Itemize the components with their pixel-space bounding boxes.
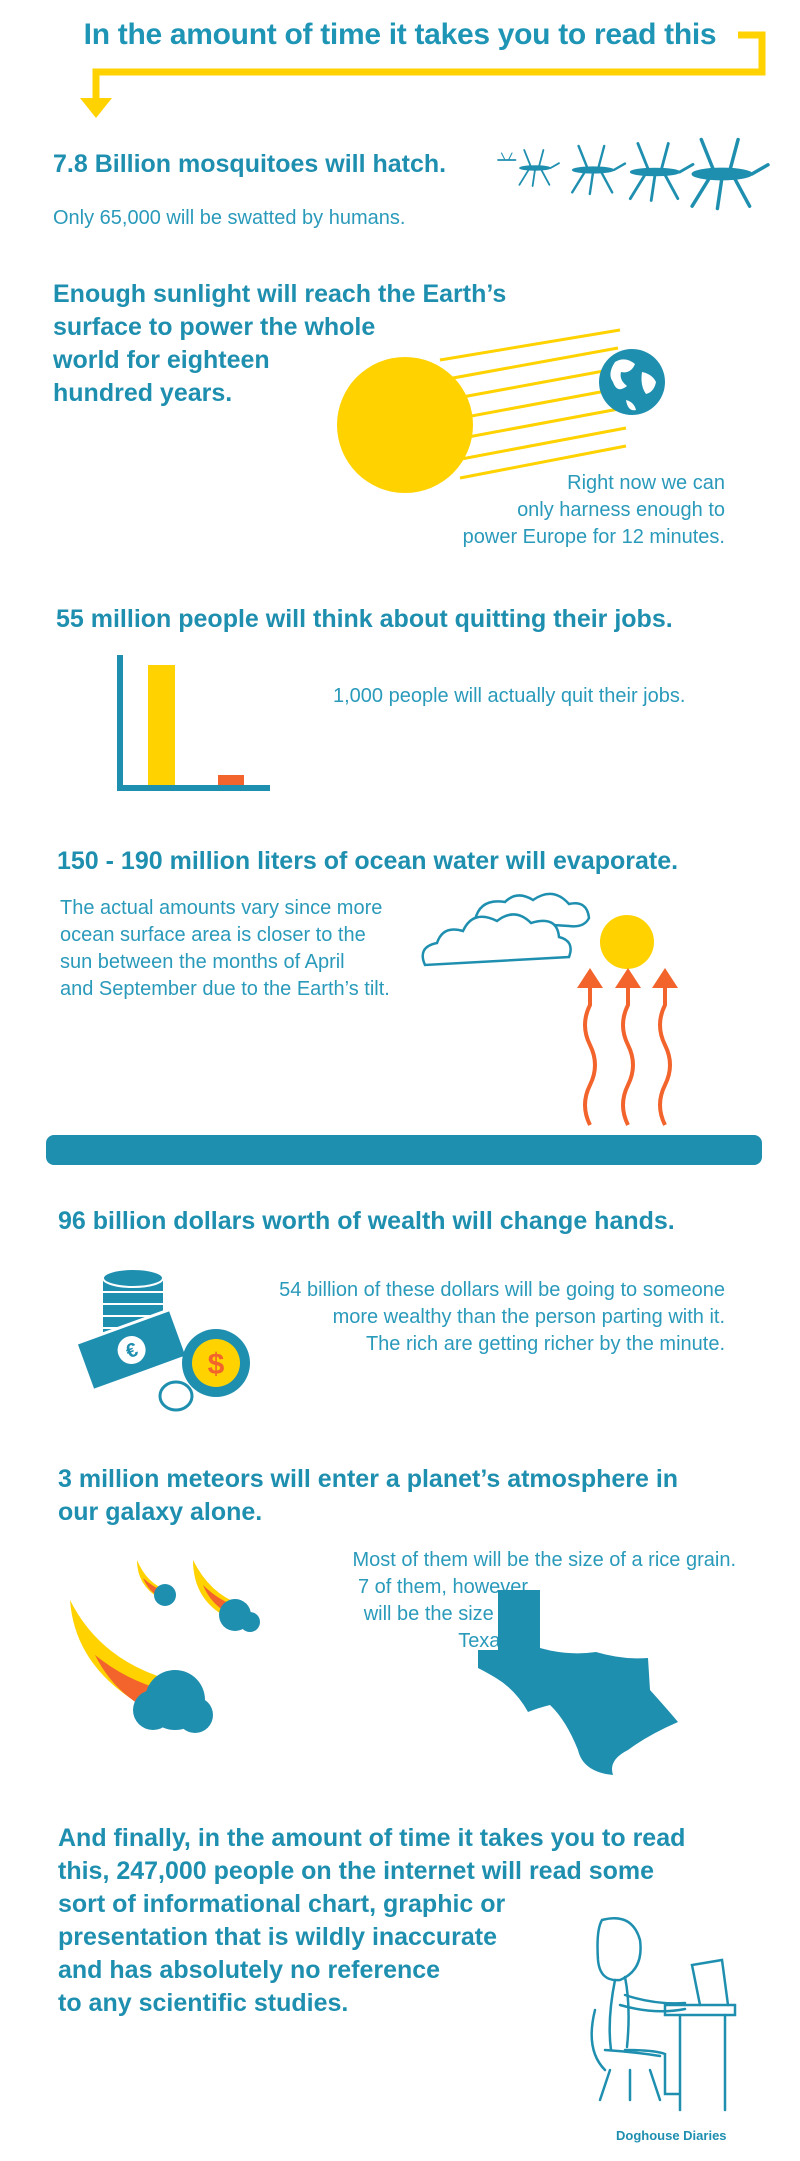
sun-rays [439, 328, 627, 480]
bar-think-about-quitting [148, 665, 175, 785]
mosquito-icon [497, 137, 770, 211]
mosquitoes-text: Only 65,000 will be swatted by humans. [53, 207, 406, 229]
sunlight-text-line: only harness enough to [517, 499, 725, 521]
sun-icon [337, 357, 473, 493]
finally-heading-line: And finally, in the amount of time it ta… [58, 1824, 686, 1852]
banknote-icon: € [74, 1307, 190, 1393]
ocean-text-line: and September due to the Earth’s tilt. [60, 978, 390, 1000]
bar-actually-quit [218, 775, 244, 785]
meteors-heading: 3 million meteors will enter a planet’s … [58, 1463, 678, 1529]
sun-icon [600, 915, 654, 969]
evaporation-illustration [421, 892, 678, 1126]
texas-map-icon [478, 1590, 678, 1775]
meteors-text: Most of them will be the size of a rice … [300, 1547, 737, 1655]
finally-heading-line: to any scientific studies. [58, 1989, 349, 2017]
wealth-text-line: more wealthy than the person parting wit… [332, 1306, 725, 1328]
evaporation-arrow-icon [583, 985, 672, 1126]
meteors-heading-line: 3 million meteors will enter a planet’s … [58, 1465, 679, 1493]
sunlight-heading-line: surface to power the whole [53, 313, 376, 341]
sunlight-heading-line: world for eighteen [53, 346, 270, 374]
sunlight-text-line: power Europe for 12 minutes. [462, 526, 725, 548]
ocean-text-line: ocean surface area is closer to the [60, 924, 366, 946]
wealth-heading: 96 billion dollars worth of wealth will … [58, 1207, 675, 1235]
finally-heading-line: this, 247,000 people on the internet wil… [58, 1857, 655, 1885]
ocean-heading: 150 - 190 million liters of ocean water … [57, 847, 679, 875]
person-at-computer-icon [590, 1917, 737, 2112]
sunlight-illustration [337, 328, 665, 493]
ocean-text-line: The actual amounts vary since more [60, 897, 383, 919]
wealth-text-line: 54 billion of these dollars will be goin… [279, 1279, 725, 1301]
meteors-heading-line: our galaxy alone. [58, 1498, 263, 1526]
meteors-text-line: will be the size of [363, 1603, 516, 1625]
money-illustration: € $ [74, 1268, 250, 1412]
finally-heading-line: and has absolutely no reference [58, 1956, 441, 1984]
meteors-text-line: Most of them will be the size of a rice … [352, 1549, 737, 1571]
cloud-icon [421, 892, 591, 967]
meteor-icon [70, 1560, 260, 1733]
sunlight-text-line: Right now we can [567, 472, 725, 494]
flow-arrow-icon [80, 31, 766, 118]
wealth-text-line: The rich are getting richer by the minut… [365, 1333, 725, 1355]
earth-icon [599, 349, 665, 415]
ocean-text-line: sun between the months of April [60, 951, 345, 973]
dollar-symbol: $ [208, 1348, 225, 1381]
meteors-text-line: 7 of them, however, [358, 1576, 533, 1598]
wealth-text: 54 billion of these dollars will be goin… [200, 1277, 725, 1358]
sunlight-heading-line: hundred years. [53, 379, 233, 407]
jobs-text: 1,000 people will actually quit their jo… [333, 685, 686, 707]
finally-heading-line: sort of informational chart, graphic or [58, 1890, 506, 1918]
finally-heading: And finally, in the amount of time it ta… [58, 1822, 685, 2020]
sunlight-text: Right now we can only harness enough to … [330, 470, 725, 551]
ocean-text: The actual amounts vary since more ocean… [60, 895, 390, 1003]
bar-chart-icon [117, 655, 270, 791]
ocean-icon [46, 1135, 762, 1165]
jobs-heading: 55 million people will think about quitt… [56, 605, 673, 633]
page-title: In the amount of time it takes you to re… [83, 18, 717, 51]
dollar-coin-icon: $ [158, 1329, 250, 1412]
credit-text: Doghouse Diaries [616, 2128, 727, 2143]
sunlight-heading: Enough sunlight will reach the Earth’s s… [53, 278, 506, 410]
sunlight-heading-line: Enough sunlight will reach the Earth’s [53, 280, 507, 308]
finally-heading-line: presentation that is wildly inaccurate [58, 1923, 498, 1951]
mosquitoes-heading: 7.8 Billion mosquitoes will hatch. [53, 150, 447, 178]
